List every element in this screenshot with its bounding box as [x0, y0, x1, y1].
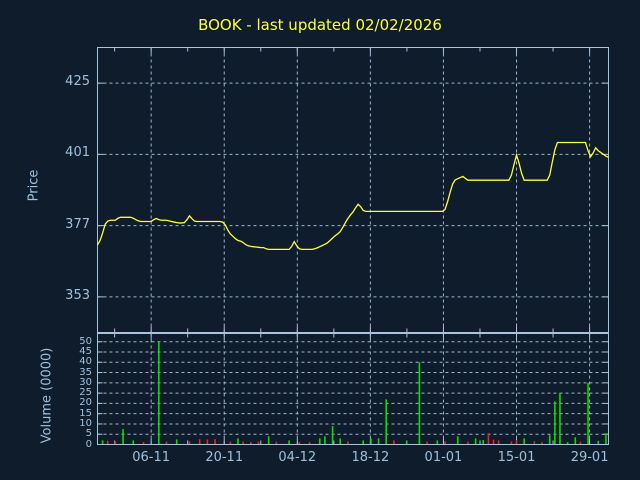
price-tick-label: 425	[65, 74, 90, 90]
volume-tick-label: 25	[79, 387, 92, 399]
price-tick-label: 377	[65, 216, 90, 232]
date-tick-label: 15-01	[497, 450, 536, 465]
volume-tick-label: 35	[79, 366, 92, 378]
volume-tick-label: 40	[79, 356, 92, 368]
date-tick-label: 18-12	[351, 450, 390, 465]
date-tick-label: 04-12	[278, 450, 317, 465]
volume-tick-label: 5	[85, 428, 92, 440]
volume-tick-label: 15	[79, 407, 92, 419]
price-line	[96, 141, 609, 251]
date-tick-label: 01-01	[424, 450, 463, 465]
price-tick-label: 353	[65, 287, 90, 303]
date-tick-label: 29-01	[570, 450, 609, 465]
date-tick-label: 06-11	[132, 450, 171, 465]
price-tick-label: 401	[65, 145, 90, 161]
date-tick-label: 20-11	[205, 450, 244, 465]
volume-tick-label: 45	[79, 346, 92, 357]
volume-tick-label: 10	[79, 417, 92, 429]
page-title: BOOK - last updated 02/02/2026	[198, 16, 442, 34]
volume-tick-label: 30	[79, 376, 92, 388]
volume-tick-label: 0	[85, 438, 92, 450]
volume-tick-label: 20	[79, 397, 92, 409]
volume-tick-label: 50	[79, 335, 92, 347]
